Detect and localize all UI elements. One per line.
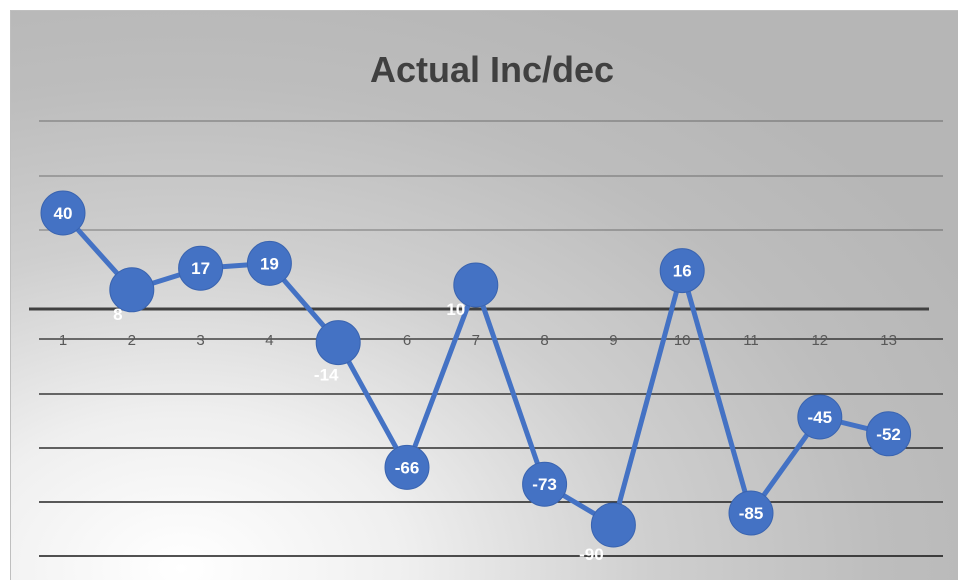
chart-title: Actual Inc/dec [370,49,614,90]
data-point [866,411,912,457]
data-point [40,190,86,236]
data-point [453,262,499,308]
x-tick-label: 3 [196,332,204,349]
data-label: 10 [446,300,465,319]
data-label: -14 [314,366,339,385]
x-tick-label: 8 [540,332,548,349]
data-label: -52 [876,425,901,444]
x-tick-label: 9 [609,332,617,349]
data-point [797,394,843,440]
data-label: 19 [260,254,279,273]
x-tick-label: 13 [880,332,897,349]
markers [40,190,912,548]
data-point [522,461,568,507]
data-label: -85 [739,504,764,523]
data-point [109,267,155,313]
data-point [728,490,774,536]
data-point [590,502,636,548]
x-tick-label: 2 [128,332,136,349]
x-tick-label: 12 [811,332,828,349]
data-point [384,444,430,490]
data-label: -90 [579,545,604,564]
data-point [315,320,361,366]
x-tick-label: 4 [265,332,273,349]
data-label: 16 [673,262,692,281]
x-tick-label: 1 [59,332,67,349]
x-tick-label: 7 [472,332,480,349]
data-label: -73 [532,475,557,494]
x-tick-label: 10 [674,332,691,349]
gridlines [39,120,943,557]
data-point [246,240,292,286]
data-point [178,245,224,291]
chart-area: Actual Inc/dec 12345678910111213 4081719… [10,10,958,580]
data-label: -66 [395,458,420,477]
x-tick-label: 11 [743,332,759,349]
data-label: 17 [191,259,210,278]
x-tick-label: 6 [403,332,411,349]
data-label: 8 [113,305,122,324]
x-axis: 12345678910111213 [29,307,929,349]
line-chart: Actual Inc/dec 12345678910111213 4081719… [29,49,943,564]
data-label: 40 [54,204,73,223]
data-point [659,248,705,294]
data-label: -45 [808,408,833,427]
